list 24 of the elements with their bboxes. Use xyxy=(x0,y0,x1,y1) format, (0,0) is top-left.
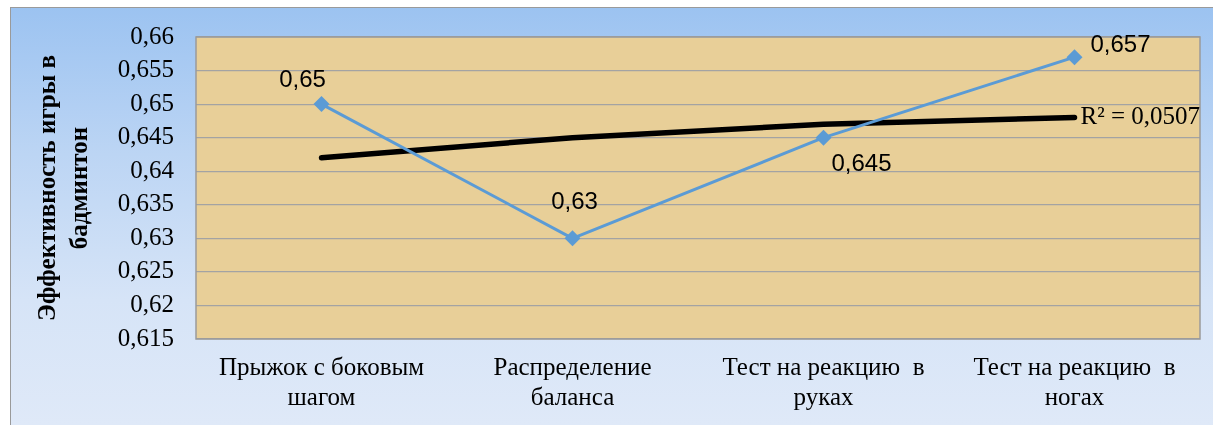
point xyxy=(313,96,330,113)
y-tick-label: 0,645 xyxy=(117,122,174,150)
y-tick-label: 0,635 xyxy=(117,189,174,217)
annotation: R² = 0,0507 xyxy=(1080,102,1201,130)
y-tick-label: 0,625 xyxy=(117,256,174,284)
y-tick-label: 0,655 xyxy=(117,55,174,83)
data-label: 0,63 xyxy=(551,186,598,214)
data-label: 0,657 xyxy=(1090,29,1151,57)
x-tick-label: Тест на реакцию в руках xyxy=(722,352,925,410)
x-tick-label: Распределение баланса xyxy=(493,352,652,410)
x-tick-label: Прыжок с боковым шагом xyxy=(218,352,425,410)
point xyxy=(1066,49,1083,66)
y-axis-title: Эффективность игры в бадминтон xyxy=(32,55,93,321)
point xyxy=(815,129,832,146)
x-tick-label: Тест на реакцию в ногах xyxy=(973,352,1176,410)
y-tick-label: 0,615 xyxy=(117,323,174,351)
point xyxy=(564,230,581,247)
y-tick-label: 0,63 xyxy=(130,222,174,250)
y-tick-label: 0,62 xyxy=(130,290,174,318)
y-tick-label: 0,66 xyxy=(130,21,174,49)
y-tick-label: 0,64 xyxy=(130,155,175,183)
data-label: 0,645 xyxy=(831,149,892,177)
y-tick-label: 0,65 xyxy=(130,88,174,116)
data-label: 0,65 xyxy=(279,64,326,92)
